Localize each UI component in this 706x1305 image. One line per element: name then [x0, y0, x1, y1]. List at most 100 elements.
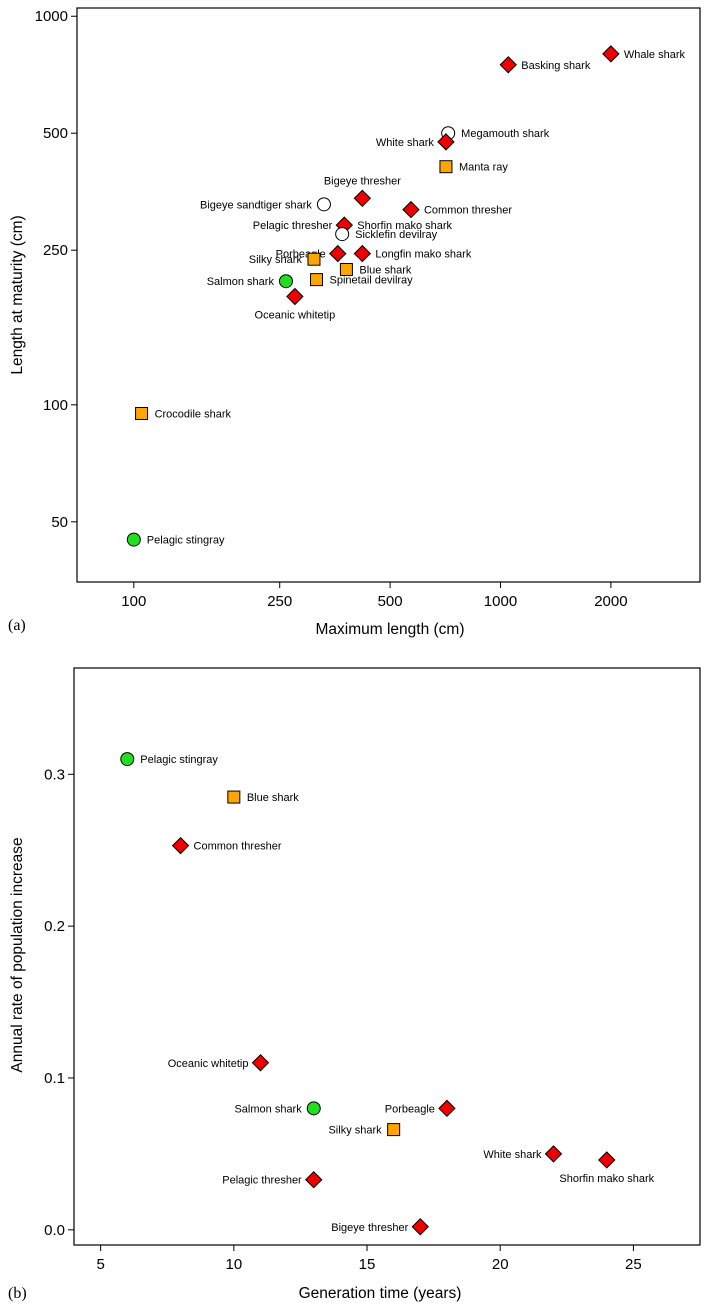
y-tick-label: 0.3: [44, 766, 65, 783]
point-common-thresher-marker: [402, 200, 420, 219]
point-blue-shark-marker: [339, 262, 353, 276]
point-label: Salmon shark: [207, 276, 275, 288]
point-label: Longfin mako shark: [375, 249, 471, 261]
y-tick-label: 250: [43, 242, 68, 259]
point-silky-shark: Silky shark: [249, 252, 321, 266]
point-salmon-shark-marker: [278, 274, 293, 289]
plot-frame: [76, 7, 701, 583]
point-label: Shorfin mako shark: [559, 1173, 654, 1185]
point-label: Pelagic thresher: [253, 220, 333, 232]
panel-b: 5 10 15 20 25 0.0 0.1 0.2 0.3 Generation time (ye…: [8, 667, 701, 1302]
point-longfin-mako-shark-marker: [353, 244, 372, 263]
point-label: Manta ray: [459, 162, 508, 174]
point-pelagic-thresher-marker: [305, 1171, 323, 1189]
point-pelagic-stingray: Pelagic stingray: [126, 532, 225, 547]
point-blue-shark: Blue shark: [227, 790, 299, 804]
point-silky-shark: Silky shark: [328, 1123, 401, 1137]
point-common-thresher: Common thresher: [402, 200, 512, 219]
point-pelagic-stingray-marker: [126, 532, 141, 547]
point-manta-ray: Manta ray: [439, 160, 508, 174]
point-whale-shark: Whale shark: [602, 45, 686, 63]
x-axis-title: Maximum length (cm): [316, 621, 465, 638]
point-oceanic-whitetip: Oceanic whitetip: [255, 287, 335, 322]
point-label: Bigeye thresher: [331, 1222, 408, 1234]
point-label: Oceanic whitetip: [168, 1058, 249, 1070]
x-tick-label: 2000: [594, 593, 627, 610]
point-label: Bigeye sandtiger shark: [200, 199, 312, 211]
point-label: Crocodile shark: [155, 408, 232, 420]
point-megamouth-shark: Megamouth shark: [441, 126, 550, 141]
point-label: Blue shark: [247, 792, 299, 804]
point-label: Basking shark: [521, 60, 591, 72]
y-tick-label: 500: [43, 125, 68, 142]
point-porbeagle-marker: [438, 1099, 456, 1118]
point-white-shark: White shark: [376, 133, 455, 151]
point-label: Shorfin mako shark: [357, 220, 452, 232]
point-pelagic-thresher: Pelagic thresher: [253, 216, 354, 234]
point-whale-shark-marker: [602, 45, 620, 63]
point-label: Pelagic thresher: [222, 1175, 302, 1187]
point-label: White shark: [483, 1149, 542, 1161]
x-tick-label: 250: [267, 593, 292, 610]
y-tick-label: 0.2: [44, 918, 65, 935]
point-pelagic-thresher: Pelagic thresher: [222, 1171, 323, 1189]
point-pelagic-stingray: Pelagic stingray: [120, 752, 218, 767]
point-bigeye-thresher-marker: [353, 189, 372, 208]
point-shorfin-mako-shark: Shorfin mako shark: [357, 220, 452, 232]
x-tick-label: 15: [359, 1256, 376, 1273]
x-axis-title: Generation time (years): [299, 1285, 462, 1302]
point-salmon-shark: Salmon shark: [234, 1101, 321, 1116]
point-bigeye-thresher: Bigeye thresher: [331, 1218, 430, 1236]
y-tick-label: 1000: [35, 8, 68, 25]
y-tick-label: 100: [43, 397, 68, 414]
panel-label: (a): [8, 617, 26, 634]
point-label: Porbeagle: [385, 1103, 435, 1115]
panel-label: (b): [8, 1285, 27, 1302]
point-white-shark-marker: [437, 133, 455, 151]
point-basking-shark-marker: [499, 56, 517, 74]
x-tick-label: 1000: [484, 593, 517, 610]
point-oceanic-whitetip-marker: [251, 1054, 270, 1072]
point-label: Blue shark: [359, 264, 411, 276]
y-tick-label: 0.0: [44, 1222, 65, 1239]
point-bigeye-thresher: Bigeye thresher: [324, 175, 401, 208]
point-salmon-shark-marker: [306, 1101, 321, 1116]
point-blue-shark-marker: [227, 790, 241, 804]
x-tick-label: 20: [492, 1256, 509, 1273]
plot-frame: [73, 667, 701, 1246]
point-sicklefin-devilray: Sicklefin devilray: [335, 227, 438, 242]
point-label: White shark: [376, 137, 435, 149]
x-tick-label: 25: [625, 1256, 642, 1273]
point-label: Spinetail devilray: [330, 275, 414, 287]
point-bigeye-sandtiger-shark-marker: [316, 197, 331, 212]
y-axis-title: Annual rate of population increase: [9, 837, 26, 1072]
point-label: Bigeye thresher: [324, 175, 401, 187]
point-bigeye-thresher-marker: [411, 1218, 430, 1236]
point-crocodile-shark-marker: [135, 406, 149, 420]
point-label: Megamouth shark: [461, 128, 550, 140]
point-pelagic-stingray-marker: [120, 752, 135, 767]
point-label: Pelagic stingray: [140, 754, 218, 766]
point-label: Common thresher: [424, 205, 512, 217]
point-longfin-mako-shark: Longfin mako shark: [353, 244, 472, 263]
point-label: Silky shark: [328, 1125, 382, 1137]
point-white-shark-marker: [544, 1145, 563, 1163]
point-bigeye-sandtiger-shark: Bigeye sandtiger shark: [200, 197, 331, 212]
point-silky-shark-marker: [387, 1123, 401, 1137]
point-salmon-shark: Salmon shark: [207, 274, 293, 289]
point-oceanic-whitetip-marker: [286, 287, 304, 306]
point-spinetail-devilray-marker: [310, 273, 324, 287]
point-label: Silky shark: [249, 254, 303, 266]
point-spinetail-devilray: Spinetail devilray: [310, 273, 414, 287]
x-tick-label: 500: [378, 593, 403, 610]
point-common-thresher-marker: [171, 836, 190, 855]
point-white-shark: White shark: [483, 1145, 563, 1163]
x-tick-label: 100: [121, 593, 146, 610]
point-shorfin-mako-shark-marker: [598, 1151, 616, 1169]
x-tick-label: 10: [225, 1256, 242, 1273]
y-tick-label: 0.1: [44, 1070, 65, 1087]
point-manta-ray-marker: [439, 160, 453, 174]
point-porbeagle: Porbeagle: [385, 1099, 456, 1118]
point-silky-shark-marker: [307, 252, 321, 266]
